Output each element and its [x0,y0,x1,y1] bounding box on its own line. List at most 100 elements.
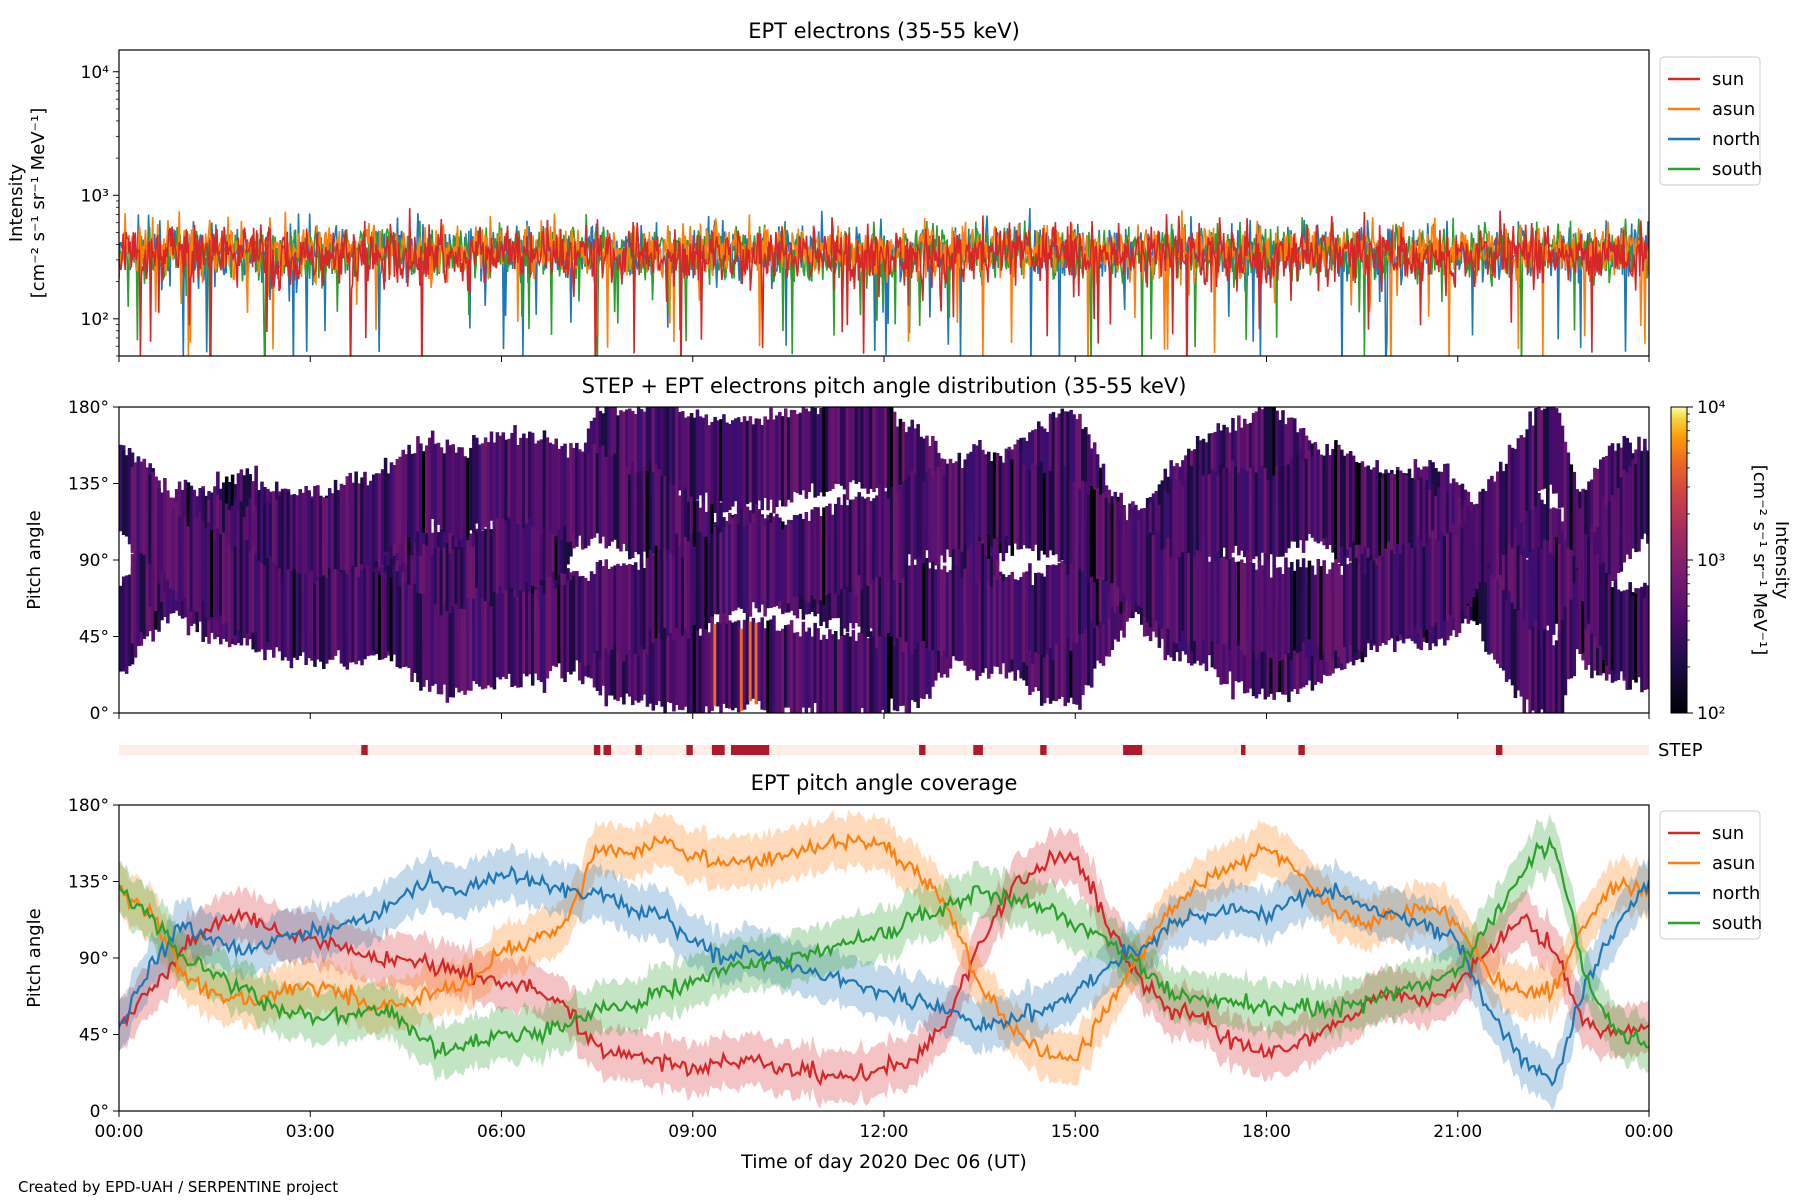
heatmap-cell [1260,409,1265,494]
heatmap-cell [986,451,991,536]
heatmap-cell [536,492,541,579]
heatmap-cell [813,507,817,600]
heatmap-cell [922,612,926,699]
heatmap-cell [831,634,835,713]
heatmap-cell [1531,425,1535,510]
heatmap-cell [519,596,523,688]
heatmap-cell [310,570,314,661]
heatmap-cell [766,520,770,609]
heatmap-cell [851,499,856,588]
heatmap-cell [583,577,588,667]
heatmap-cell [1057,619,1062,699]
heatmap-cell [1266,479,1271,569]
heatmap-cell [975,534,979,625]
heatmap-cell [760,424,764,511]
heatmap-cell [919,550,923,642]
heatmap-cell [642,615,647,695]
heatmap-cell [1069,617,1073,698]
heatmap-cell [1413,479,1418,563]
heatmap-cell [1319,566,1323,660]
heatmap-cell [1092,546,1097,628]
heatmap-cell [322,575,326,669]
heatmap-cell [922,561,926,642]
heatmap-cell [1437,487,1441,571]
heatmap-cell [1534,560,1538,640]
heatmap-cell [324,578,329,664]
heatmap-cell [869,549,873,629]
heatmap-cell [404,454,408,539]
heatmap-cell [742,416,747,512]
heatmap-cell [1228,471,1232,559]
heatmap-cell [1537,629,1541,713]
heatmap-cell [1237,415,1241,512]
heatmap-cell [907,426,912,508]
heatmap-cell [833,631,838,713]
heatmap-cell [383,572,388,658]
heatmap-cell [910,621,915,701]
heatmap-cell [1069,409,1073,501]
heatmap-cell [201,521,205,602]
heatmap-cell [1625,472,1629,555]
heatmap-cell [407,444,411,537]
heatmap-cell [369,480,373,567]
heatmap-cell [1493,577,1497,660]
heatmap-cell [177,516,182,600]
heatmap-cell [1245,550,1250,641]
heatmap-cell [763,416,767,498]
heatmap-cell [648,407,653,497]
heatmap-cell [339,483,344,570]
heatmap-cell [866,638,870,713]
heatmap-cell [1525,559,1529,639]
heatmap-cell [845,505,850,587]
heatmap-cell [1348,562,1353,646]
heatmap-cell [477,528,482,623]
x-tick-label: 00:00 [95,1122,144,1142]
legend-frame [1659,810,1761,940]
heatmap-cell [1284,465,1288,553]
step-interval [593,745,601,755]
heatmap-cell [854,640,859,713]
x-tick-label: 21:00 [1433,1122,1482,1142]
heatmap-cell [436,442,441,525]
heatmap-cell [689,533,694,627]
heatmap-cell [731,518,735,612]
heatmap-cell [625,466,629,552]
heatmap-cell [760,617,764,710]
heatmap-cell [119,585,123,669]
heatmap-cell [1584,489,1588,570]
heatmap-cell [886,553,891,633]
heatmap-cell [966,453,970,550]
heatmap-cell [892,550,897,647]
heatmap-cell [1237,472,1241,556]
heatmap-cell [1643,598,1647,690]
heatmap-cell [1519,609,1524,697]
heatmap-cell [295,495,300,578]
heatmap-cell [1219,604,1223,685]
heatmap-cell [1395,543,1400,636]
heatmap-cell [342,570,347,667]
heatmap-cell [1234,466,1238,546]
heatmap-cell [480,443,485,531]
heatmap-cell [1287,417,1291,503]
heatmap-cell [639,613,644,701]
heatmap-cell [351,482,355,566]
heatmap-cell [801,621,806,708]
heatmap-cell [725,422,729,513]
heatmap-cell [613,615,617,700]
heatmap-cell [1092,588,1097,669]
heatmap-cell [680,557,685,636]
heatmap-cell [1646,451,1649,536]
heatmap-cell [1301,558,1306,643]
panel-intensity: EPT electrons (35-55 keV) 10² 10³ 10⁴ Inte… [6,19,1762,362]
heatmap-cell [1625,599,1629,690]
step-interval [1298,745,1305,755]
heatmap-cell [1543,408,1547,489]
heatmap-cell [636,472,641,555]
heatmap-cell [1169,557,1173,642]
heatmap-cell [910,559,915,655]
heatmap-cell [783,527,788,613]
heatmap-cell [1337,444,1341,540]
heatmap-cell [204,527,208,617]
heatmap-cell [1434,539,1438,624]
heatmap-cell [1540,499,1544,592]
